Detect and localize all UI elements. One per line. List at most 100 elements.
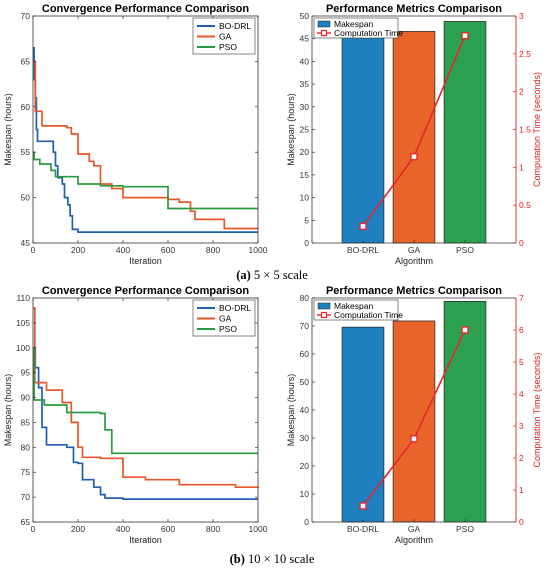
caption-a-text: 5 × 5 scale bbox=[251, 268, 308, 282]
x-tick-label: GA bbox=[408, 245, 421, 255]
y-tick-label: 20 bbox=[300, 147, 310, 157]
legend-swatch-makespan bbox=[317, 302, 331, 310]
legend-swatch-marker bbox=[320, 29, 328, 37]
y-tick-label: 10 bbox=[300, 193, 310, 203]
bar-pso bbox=[443, 21, 487, 244]
legend-swatch-makespan bbox=[317, 20, 331, 28]
y-axis-label: Makespan (hours) bbox=[286, 374, 296, 447]
computation-time-marker bbox=[359, 502, 367, 510]
x-tick-label: 600 bbox=[161, 245, 175, 255]
legend-label-bo-drl: BO-DRL bbox=[219, 21, 251, 31]
x-tick-label: 1000 bbox=[249, 524, 268, 534]
y-axis-label: Makespan (hours) bbox=[286, 93, 296, 166]
x-tick-label: 800 bbox=[206, 524, 220, 534]
y-tick-label: 50 bbox=[300, 11, 310, 21]
legend-label-makespan: Makespan bbox=[334, 19, 373, 29]
legend-label-pso: PSO bbox=[219, 324, 237, 334]
y-tick-label: 35 bbox=[300, 79, 310, 89]
bar-pso bbox=[443, 301, 487, 523]
y-tick-label: 95 bbox=[21, 368, 31, 378]
legend-swatch-marker bbox=[320, 311, 328, 319]
y-tick-label: 80 bbox=[300, 293, 310, 303]
x-tick-label: 0 bbox=[31, 245, 36, 255]
x-tick-label: 200 bbox=[71, 245, 85, 255]
y-tick-label: 80 bbox=[21, 442, 31, 452]
y2-tick-label: 2.5 bbox=[519, 49, 531, 59]
bar-bo-drl bbox=[341, 326, 385, 523]
x-axis-label: Algorithm bbox=[395, 535, 433, 545]
chart-title: Performance Metrics Comparison bbox=[326, 3, 502, 15]
chart-perf-b: Performance Metrics Comparison BO-DRL GA PS… bbox=[286, 285, 542, 545]
chart-conv-a: Convergence Performance Comparison 0 200 40… bbox=[3, 3, 268, 266]
y-tick-label: 15 bbox=[300, 170, 310, 180]
x-tick-label: BO-DRL bbox=[347, 524, 379, 534]
x-axis-label: Algorithm bbox=[395, 256, 433, 266]
bar-bo-drl bbox=[341, 32, 385, 244]
legend-label-ga: GA bbox=[219, 32, 232, 42]
y2-tick-label: 0 bbox=[519, 517, 524, 527]
series-line-pso bbox=[33, 151, 258, 210]
y-tick-label: 5 bbox=[304, 215, 309, 225]
caption-a: (a) 5 × 5 scale bbox=[236, 268, 308, 282]
y-tick-label: 70 bbox=[21, 492, 31, 502]
y-tick-label: 90 bbox=[21, 393, 31, 403]
y2-tick-label: 0 bbox=[519, 238, 524, 248]
y2-tick-label: 7 bbox=[519, 293, 524, 303]
y-tick-label: 25 bbox=[300, 125, 310, 135]
y-tick-label: 100 bbox=[16, 343, 30, 353]
y-tick-label: 45 bbox=[21, 238, 31, 248]
y-tick-label: 70 bbox=[21, 11, 31, 21]
x-tick-label: 600 bbox=[161, 524, 175, 534]
y-tick-label: 50 bbox=[21, 193, 31, 203]
computation-time-marker bbox=[410, 435, 418, 443]
y2-tick-label: 3 bbox=[519, 421, 524, 431]
x-tick-label: GA bbox=[408, 524, 421, 534]
x-tick-label: PSO bbox=[456, 245, 474, 255]
x-axis-label: Iteration bbox=[129, 535, 162, 545]
series-line-ga bbox=[33, 60, 258, 230]
y2-tick-label: 2 bbox=[519, 87, 524, 97]
y-tick-label: 75 bbox=[21, 467, 31, 477]
y-tick-label: 55 bbox=[21, 147, 31, 157]
x-tick-label: BO-DRL bbox=[347, 245, 379, 255]
x-tick-label: 0 bbox=[31, 524, 36, 534]
y-tick-label: 85 bbox=[21, 417, 31, 427]
legend-label-pso: PSO bbox=[219, 42, 237, 52]
series-line-ga bbox=[33, 307, 259, 489]
chart-title: Convergence Performance Comparison bbox=[42, 3, 250, 15]
y2-tick-label: 0.5 bbox=[519, 200, 531, 210]
legend-label-bo-drl: BO-DRL bbox=[219, 303, 251, 313]
y-tick-label: 10 bbox=[300, 489, 310, 499]
y-tick-label: 30 bbox=[300, 102, 310, 112]
y-tick-label: 0 bbox=[304, 517, 309, 527]
computation-time-marker bbox=[461, 31, 469, 40]
y2-tick-label: 6 bbox=[519, 325, 524, 335]
y-tick-label: 110 bbox=[16, 293, 30, 303]
y2-tick-label: 1 bbox=[519, 162, 524, 172]
legend-label-ga: GA bbox=[219, 314, 232, 324]
y2-tick-label: 1 bbox=[519, 485, 524, 495]
caption-b: (b) 10 × 10 scale bbox=[230, 552, 315, 566]
chart-title: Convergence Performance Comparison bbox=[42, 285, 250, 297]
y-axis-label: Makespan (hours) bbox=[3, 374, 13, 447]
plot-frame bbox=[32, 297, 259, 523]
computation-time-marker bbox=[461, 326, 469, 334]
x-tick-label: 800 bbox=[206, 245, 220, 255]
bar-ga bbox=[392, 320, 436, 523]
series-line-pso bbox=[33, 346, 258, 455]
y-tick-label: 50 bbox=[300, 377, 310, 387]
legend-label-computation-time: Computation Time bbox=[334, 310, 403, 320]
legend-box bbox=[313, 17, 399, 39]
y2-axis-label: Computation Time (seconds) bbox=[532, 72, 542, 187]
chart-title: Performance Metrics Comparison bbox=[326, 285, 502, 297]
y2-tick-label: 3 bbox=[519, 11, 524, 21]
x-tick-label: 200 bbox=[71, 524, 85, 534]
y-tick-label: 65 bbox=[21, 517, 31, 527]
y-tick-label: 0 bbox=[304, 238, 309, 248]
caption-b-label: (b) bbox=[230, 552, 245, 566]
